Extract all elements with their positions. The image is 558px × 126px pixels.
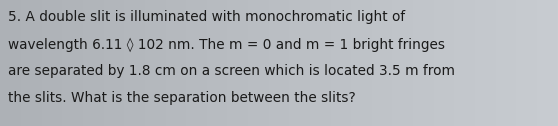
Text: are separated by 1.8 cm on a screen which is located 3.5 m from: are separated by 1.8 cm on a screen whic… xyxy=(8,64,455,78)
Text: wavelength 6.11 ◊ 102 nm. The m = 0 and m = 1 bright fringes: wavelength 6.11 ◊ 102 nm. The m = 0 and … xyxy=(8,37,445,52)
Text: 5. A double slit is illuminated with monochromatic light of: 5. A double slit is illuminated with mon… xyxy=(8,10,405,24)
Text: the slits. What is the separation between the slits?: the slits. What is the separation betwee… xyxy=(8,91,356,105)
